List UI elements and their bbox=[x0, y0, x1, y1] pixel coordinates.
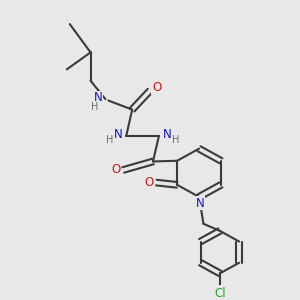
Text: O: O bbox=[144, 176, 154, 189]
Text: O: O bbox=[152, 81, 161, 94]
Text: H: H bbox=[172, 135, 179, 145]
Text: Cl: Cl bbox=[214, 287, 226, 300]
Text: N: N bbox=[113, 128, 122, 141]
Text: N: N bbox=[94, 91, 102, 104]
Text: N: N bbox=[196, 196, 205, 210]
Text: O: O bbox=[111, 164, 120, 176]
Text: N: N bbox=[163, 128, 172, 141]
Text: H: H bbox=[106, 135, 114, 145]
Text: H: H bbox=[91, 102, 99, 112]
